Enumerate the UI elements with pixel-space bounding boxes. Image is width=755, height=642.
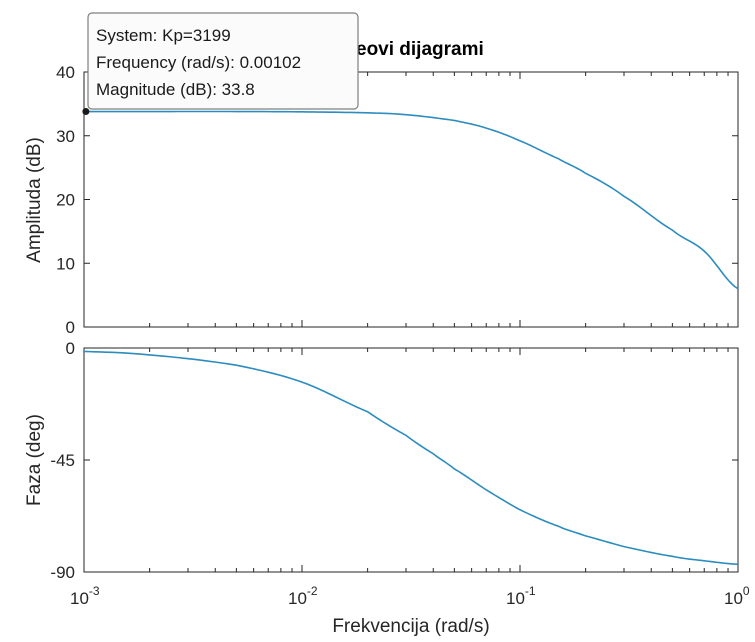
magnitude-yticks <box>84 71 738 328</box>
phase-xtick-labels: 10-3 10-2 10-1 100 <box>70 584 750 608</box>
data-tip-marker[interactable] <box>82 108 90 116</box>
mag-ytick-label-2: 20 <box>56 191 75 210</box>
phase-ytick-label-2: -90 <box>50 563 75 582</box>
phase-yticks <box>84 347 738 573</box>
phase-ytick-label-1: -45 <box>50 451 75 470</box>
data-tip-line-system: System: Kp=3199 <box>96 26 231 45</box>
phase-xticks <box>83 348 739 572</box>
mag-ytick-label-3: 30 <box>56 127 75 146</box>
chart-title: eovi dijagrami <box>356 39 484 60</box>
magnitude-plot: 0 10 20 30 40 Amplituda (dB) <box>24 63 739 337</box>
xtick-label-2: 10-1 <box>506 584 536 608</box>
xtick-label-0: 10-3 <box>70 584 100 608</box>
phase-series-line <box>83 350 739 566</box>
phase-ytick-label-0: 0 <box>66 339 75 358</box>
magnitude-axes-box <box>83 71 739 328</box>
magnitude-ylabel: Amplituda (dB) <box>24 137 45 263</box>
phase-ytick-labels: 0 -45 -90 <box>50 339 75 582</box>
mag-ytick-label-0: 0 <box>66 318 75 337</box>
data-tip-line-magnitude: Magnitude (dB): 33.8 <box>96 80 255 99</box>
data-tip-line-frequency: Frequency (rad/s): 0.00102 <box>96 53 301 72</box>
xtick-label-1: 10-2 <box>288 584 318 608</box>
frequency-xlabel: Frekvencija (rad/s) <box>332 616 489 637</box>
magnitude-xticks <box>83 72 739 327</box>
phase-plot: 0 -45 -90 10-3 10-2 10-1 100 Faza (deg) … <box>24 339 750 637</box>
mag-ytick-label-1: 10 <box>56 254 75 273</box>
xtick-label-3: 100 <box>724 584 750 608</box>
phase-ylabel: Faza (deg) <box>24 414 45 506</box>
magnitude-ytick-labels: 0 10 20 30 40 <box>56 63 75 337</box>
magnitude-series-line <box>84 110 739 290</box>
phase-axes-box <box>83 347 739 573</box>
data-tip-box <box>87 12 359 110</box>
mag-ytick-label-4: 40 <box>56 63 75 82</box>
data-tip[interactable]: System: Kp=3199 Frequency (rad/s): 0.001… <box>82 12 359 116</box>
